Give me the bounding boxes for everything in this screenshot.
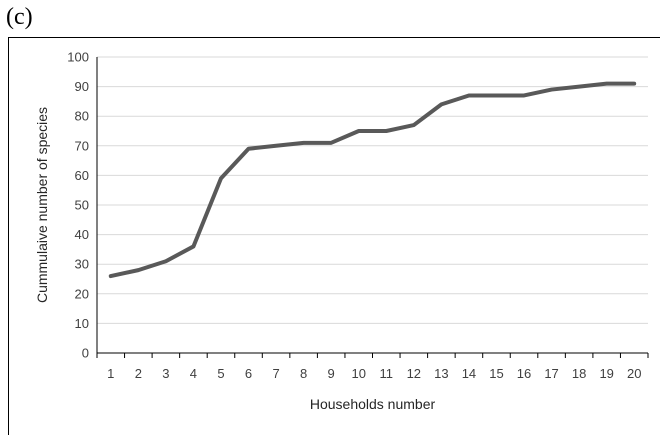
x-tick-label: 3 xyxy=(162,366,169,381)
x-tick-label: 2 xyxy=(135,366,142,381)
x-tick-label: 8 xyxy=(300,366,307,381)
y-tick-label: 70 xyxy=(75,138,89,153)
x-tick-label: 16 xyxy=(517,366,531,381)
x-tick-marks xyxy=(96,353,649,358)
x-tick-label: 10 xyxy=(351,366,365,381)
panel-label: (c) xyxy=(6,4,33,30)
x-tick-label: 9 xyxy=(328,366,335,381)
series-line xyxy=(108,81,637,279)
y-tick-label: 0 xyxy=(82,346,89,361)
x-tick-label: 20 xyxy=(627,366,641,381)
y-axis-title: Cummulaive number of species xyxy=(34,107,50,303)
x-tick-label: 6 xyxy=(245,366,252,381)
x-tick-label: 13 xyxy=(434,366,448,381)
y-tick-label: 90 xyxy=(75,79,89,94)
y-tick-label: 20 xyxy=(75,286,89,301)
x-tick-label: 7 xyxy=(272,366,279,381)
x-tick-label: 11 xyxy=(380,366,394,381)
x-tick-label: 12 xyxy=(407,366,421,381)
y-tick-label: 80 xyxy=(75,109,89,124)
x-tick-label: 1 xyxy=(107,366,114,381)
gridlines xyxy=(97,56,648,324)
x-axis-title: Households number xyxy=(310,396,436,412)
x-tick-label: 4 xyxy=(190,366,197,381)
y-tick-label: 30 xyxy=(75,257,89,272)
y-tick-label: 40 xyxy=(75,227,89,242)
y-tick-label: 100 xyxy=(67,50,89,65)
x-tick-label: 14 xyxy=(462,366,476,381)
figure-frame-left xyxy=(8,37,9,435)
y-tick-label: 60 xyxy=(75,168,89,183)
figure-frame-top xyxy=(8,37,660,38)
x-tick-labels: 1 2 3 4 5 6 7 8 9 10 11 12 13 14 15 16 17 18 19 20 xyxy=(107,366,641,381)
y-tick-label: 10 xyxy=(75,316,89,331)
x-tick-label: 19 xyxy=(599,366,613,381)
x-tick-label: 18 xyxy=(572,366,586,381)
x-tick-label: 15 xyxy=(489,366,503,381)
x-tick-label: 17 xyxy=(544,366,558,381)
y-tick-labels: 0 10 20 30 40 50 60 70 80 90 100 xyxy=(67,50,89,361)
y-tick-label: 50 xyxy=(75,198,89,213)
x-tick-label: 5 xyxy=(217,366,224,381)
